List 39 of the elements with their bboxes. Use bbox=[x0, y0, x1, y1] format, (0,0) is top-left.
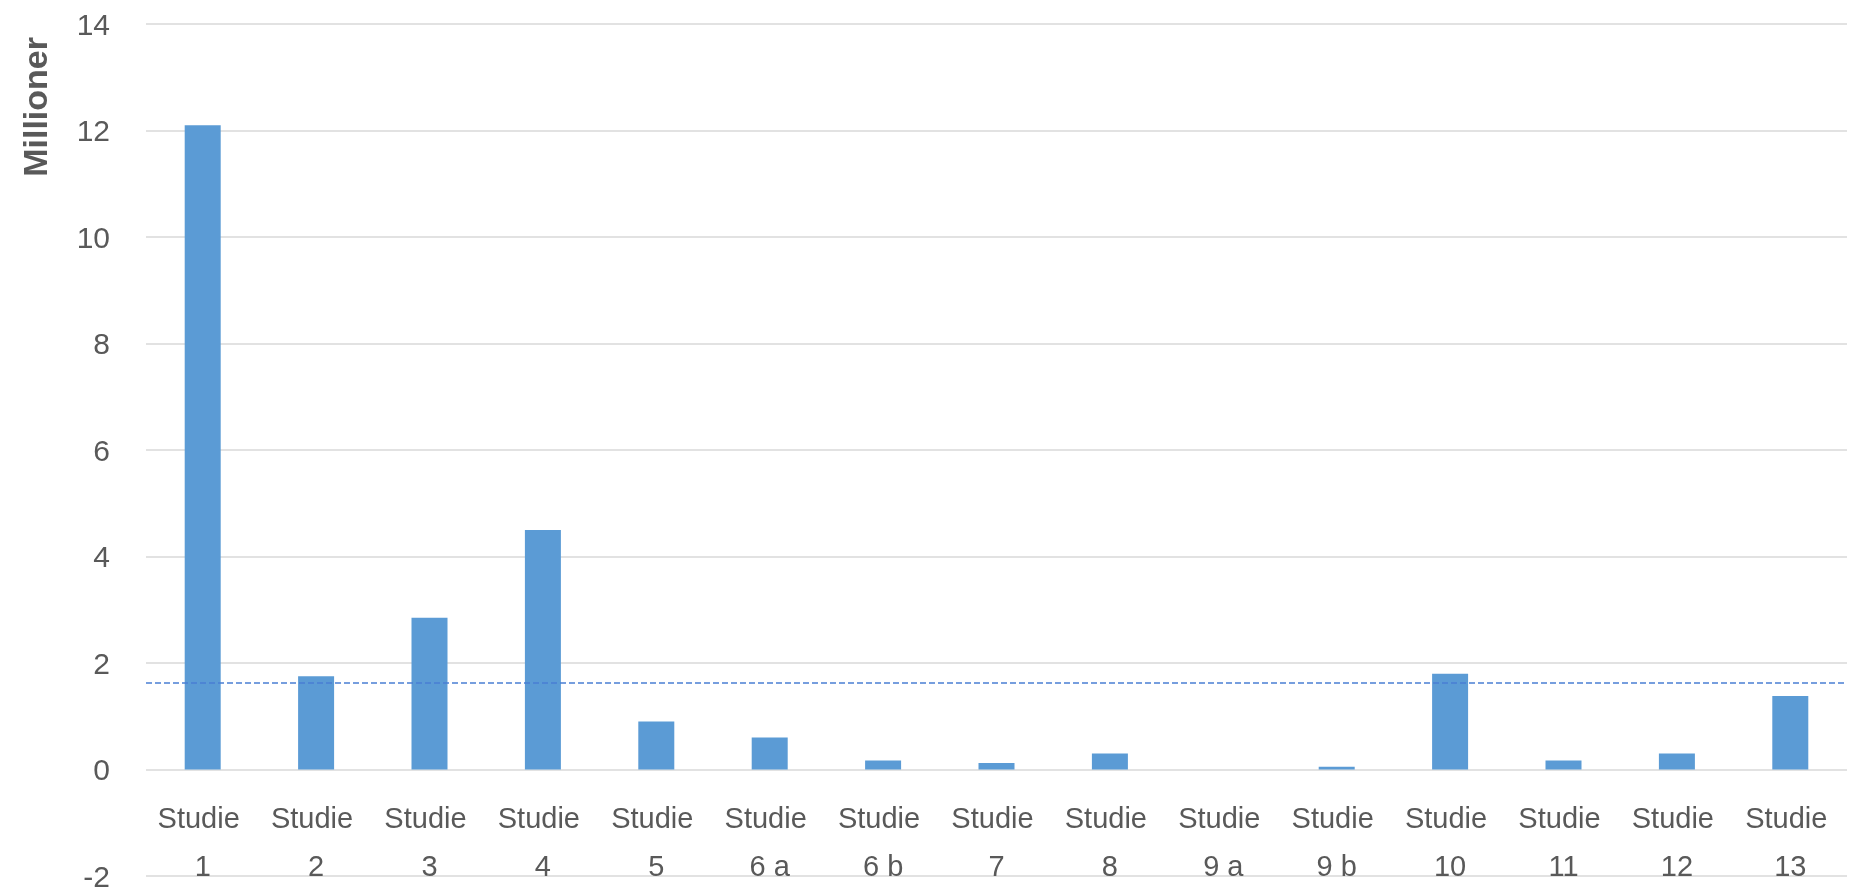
x-tick-label: Studie 6 a bbox=[724, 801, 815, 882]
bar bbox=[1318, 766, 1355, 770]
y-tick-label: 12 bbox=[76, 114, 110, 147]
y-tick-label: 14 bbox=[76, 7, 110, 41]
bar bbox=[1772, 696, 1809, 770]
y-tick-label: 2 bbox=[93, 646, 110, 680]
y-tick-label: 4 bbox=[93, 540, 110, 573]
x-tick-label: Studie 7 bbox=[951, 801, 1042, 882]
bar bbox=[1432, 673, 1469, 770]
bar bbox=[1658, 753, 1695, 770]
bar bbox=[865, 760, 902, 770]
x-tick-label: Studie 5 bbox=[611, 801, 702, 882]
x-tick-label: Studie 9 a bbox=[1178, 801, 1269, 882]
y-axis-title: Millioner bbox=[16, 37, 54, 177]
x-tick-label: Studie 4 bbox=[497, 801, 589, 882]
bar bbox=[978, 763, 1015, 770]
x-tick-label: Studie 10 bbox=[1404, 801, 1496, 882]
x-tick-label: Studie 1 bbox=[157, 801, 248, 882]
bar bbox=[638, 721, 675, 770]
y-tick-label: 10 bbox=[76, 220, 110, 254]
x-tick-label: Studie 6 b bbox=[837, 801, 929, 882]
y-tick-label: 8 bbox=[93, 327, 110, 360]
bar bbox=[524, 529, 561, 770]
x-tick-label: Studie 12 bbox=[1631, 801, 1723, 882]
bar bbox=[184, 125, 221, 770]
y-tick-label: 0 bbox=[93, 753, 110, 786]
bar bbox=[1545, 760, 1582, 770]
x-tick-label: Studie 9 b bbox=[1291, 801, 1382, 882]
bar bbox=[298, 676, 335, 770]
x-tick-label: Studie 2 bbox=[270, 801, 362, 882]
x-tick-label: Studie 13 bbox=[1745, 801, 1836, 882]
x-tick-label: Studie 3 bbox=[384, 801, 475, 882]
bar bbox=[411, 617, 448, 770]
y-tick-label: -2 bbox=[83, 859, 110, 889]
x-tick-label: Studie 8 bbox=[1064, 801, 1156, 882]
bar bbox=[1091, 753, 1128, 770]
y-tick-label: 6 bbox=[93, 433, 110, 467]
x-tick-label: Studie 11 bbox=[1518, 801, 1609, 882]
bar bbox=[751, 737, 788, 770]
